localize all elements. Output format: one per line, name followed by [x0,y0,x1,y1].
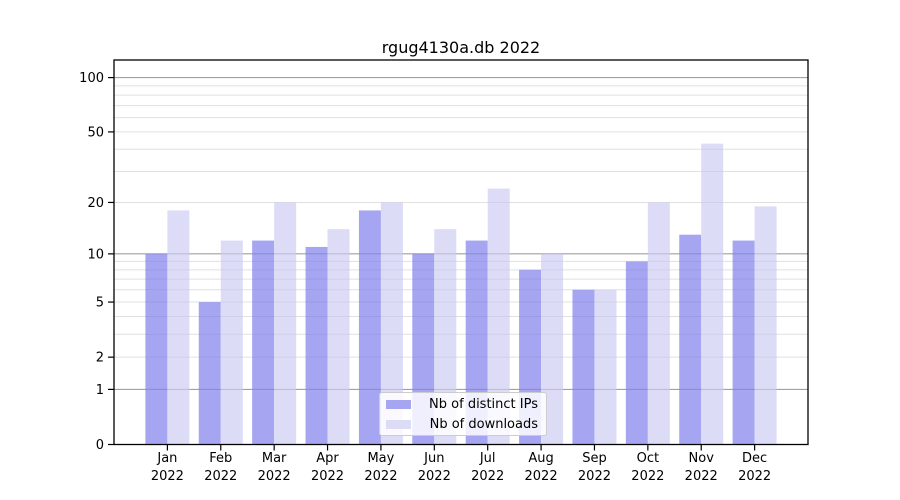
bar-downloads-sep [594,289,617,444]
bar-distinct-ips-may [358,210,381,444]
x-tick-label-oct: Oct 2022 [631,451,664,484]
bar-downloads-oct [647,202,670,444]
bar-downloads-apr [327,229,350,444]
bar-distinct-ips-jan [145,253,168,444]
bar-downloads-jul [487,188,510,444]
x-tick-label-jan: Jan 2022 [151,451,184,484]
bar-distinct-ips-oct [625,261,648,444]
y-tick-label-0: 0 [96,438,104,453]
bar-downloads-mar [274,202,297,444]
bar-downloads-feb [220,240,243,444]
bar-distinct-ips-mar [252,240,275,444]
x-tick-label-dec: Dec 2022 [738,451,771,484]
legend-item-downloads: Nb of downloads [386,416,538,432]
y-tick-label-5: 5 [96,296,104,311]
y-tick-label-50: 50 [87,125,104,140]
x-tick-label-feb: Feb 2022 [204,451,237,484]
bar-distinct-ips-nov [679,234,702,444]
x-tick-label-sep: Sep 2022 [578,451,611,484]
x-tick-label-jul: Jul 2022 [471,451,504,484]
legend-swatch-downloads [386,419,411,429]
bar-distinct-ips-sep [572,289,595,444]
bars-layer [145,143,777,444]
x-tick-label-aug: Aug 2022 [525,451,558,484]
bar-distinct-ips-apr [305,246,328,444]
y-tick-label-2: 2 [96,351,104,366]
legend-label-downloads: Nb of downloads [429,416,538,432]
gridlines-overlay-layer [114,77,808,390]
y-tick-label-10: 10 [87,247,104,262]
x-tick-label-apr: Apr 2022 [311,451,344,484]
y-tick-label-100: 100 [79,71,104,86]
bar-downloads-dec [754,206,777,444]
bar-downloads-may [380,202,403,444]
bar-downloads-jun [434,229,457,444]
chart-title: rgug4130a.db 2022 [382,38,540,57]
bar-downloads-jan [167,210,190,444]
legend-item-distinct-ips: Nb of distinct IPs [386,396,538,412]
y-tick-label-20: 20 [87,196,104,211]
bar-distinct-ips-feb [198,302,221,444]
x-tick-label-jun: Jun 2022 [418,451,451,484]
bar-downloads-nov [701,143,724,444]
bar-distinct-ips-dec [732,240,755,444]
axes-layer: 0 1 2 5 10 20 50 100 Jan 2022 Feb 2022 Mar 2022 Apr 202… [79,59,809,484]
x-tick-label-may: May 2022 [364,451,397,484]
x-tick-label-mar: Mar 2022 [258,451,291,484]
y-tick-label-1: 1 [96,383,104,398]
legend: Nb of distinct IPs Nb of downloads [379,392,547,436]
legend-swatch-distinct-ips [386,399,411,409]
x-tick-label-nov: Nov 2022 [685,451,718,484]
legend-label-distinct-ips: Nb of distinct IPs [429,396,538,412]
plot-frame [113,59,809,446]
